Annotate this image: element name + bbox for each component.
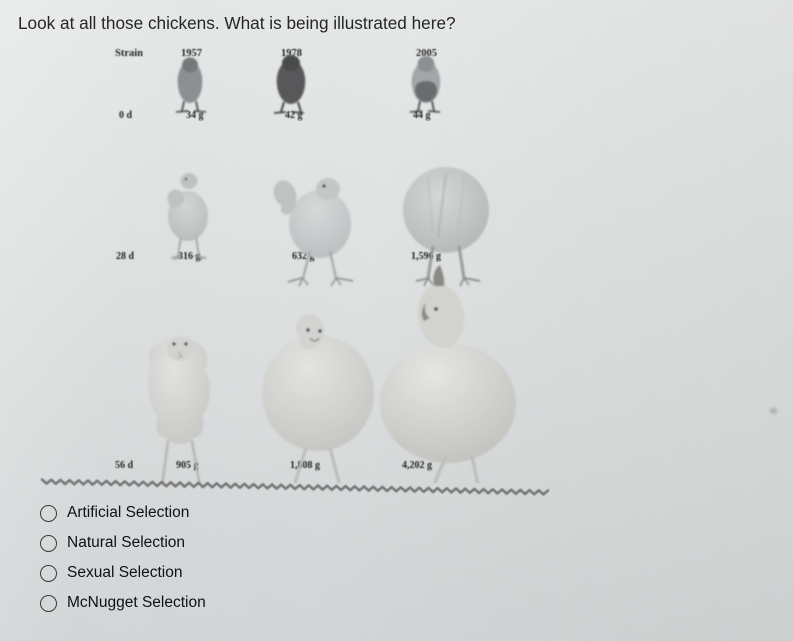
svg-text:Strain: Strain bbox=[115, 48, 143, 59]
svg-text:56 d: 56 d bbox=[115, 460, 134, 471]
svg-text:1,808 g: 1,808 g bbox=[290, 460, 320, 471]
svg-text:0 d: 0 d bbox=[119, 110, 133, 121]
svg-text:1957: 1957 bbox=[181, 48, 202, 59]
svg-text:4,202 g: 4,202 g bbox=[402, 460, 432, 471]
svg-text:1,596 g: 1,596 g bbox=[411, 251, 441, 262]
svg-text:28 d: 28 d bbox=[116, 251, 135, 262]
